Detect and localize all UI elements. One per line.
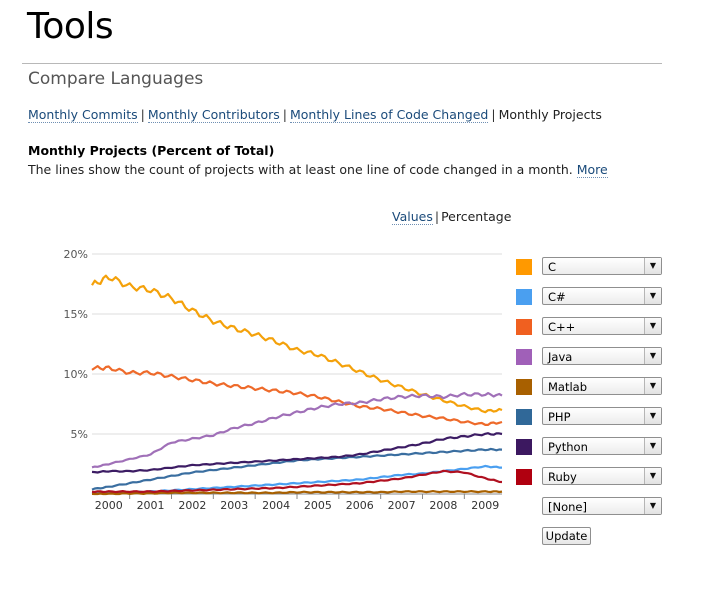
series-line-ruby <box>91 469 503 494</box>
language-select[interactable]: Java ▼ <box>542 347 662 365</box>
subnav: Monthly Commits | Monthly Contributors | Mon… <box>28 107 602 123</box>
page-title: Tools <box>27 6 114 47</box>
legend-swatch <box>516 349 532 365</box>
legend-swatch <box>516 469 532 485</box>
language-select-value: C <box>548 260 557 274</box>
language-select[interactable]: C ▼ <box>542 257 662 275</box>
y-tick-label: 5% <box>71 428 88 441</box>
dropdown-arrow-icon: ▼ <box>644 468 661 484</box>
legend-swatch <box>516 319 532 335</box>
x-tick-label: 2009 <box>471 499 499 512</box>
values-mode-link[interactable]: Values <box>392 209 433 225</box>
dropdown-arrow-icon: ▼ <box>644 378 661 394</box>
x-tick-label: 2003 <box>220 499 248 512</box>
dropdown-arrow-icon: ▼ <box>644 498 661 514</box>
language-select-value: C++ <box>548 320 576 334</box>
language-select-value: Ruby <box>548 470 577 484</box>
legend-swatch <box>516 379 532 395</box>
language-select[interactable]: Matlab ▼ <box>542 377 662 395</box>
language-select[interactable]: Ruby ▼ <box>542 467 662 485</box>
language-select[interactable]: C# ▼ <box>542 287 662 305</box>
y-tick-label: 15% <box>64 308 88 321</box>
chart-description: The lines show the count of projects wit… <box>28 162 608 178</box>
legend-swatch <box>516 259 532 275</box>
chart-description-text: The lines show the count of projects wit… <box>28 162 573 177</box>
subnav-separator: | <box>140 107 145 122</box>
language-select-value: C# <box>548 290 566 304</box>
language-select-value: [None] <box>548 500 587 514</box>
update-button[interactable]: Update <box>542 527 591 545</box>
language-select[interactable]: Python ▼ <box>542 437 662 455</box>
series-line-c <box>91 274 503 414</box>
mode-separator: | <box>434 209 440 224</box>
legend-swatch <box>516 409 532 425</box>
x-tick-label: 2004 <box>262 499 290 512</box>
legend-swatch <box>516 289 532 305</box>
more-link[interactable]: More <box>576 162 608 178</box>
dropdown-arrow-icon: ▼ <box>644 408 661 424</box>
subnav-separator: | <box>491 107 496 122</box>
language-select[interactable]: [None] ▼ <box>542 497 662 515</box>
subnav-separator: | <box>282 107 287 122</box>
x-tick-label: 2006 <box>346 499 374 512</box>
x-tick-label: 2007 <box>388 499 416 512</box>
series-line-python <box>91 432 503 474</box>
x-tick-label: 2008 <box>429 499 457 512</box>
subnav-monthly-contributors[interactable]: Monthly Contributors <box>147 107 280 123</box>
language-select[interactable]: C++ ▼ <box>542 317 662 335</box>
language-select-value: Python <box>548 440 588 454</box>
subnav-monthly-projects-current: Monthly Projects <box>498 107 602 122</box>
language-select-value: Java <box>548 350 573 364</box>
section-title: Compare Languages <box>28 69 204 89</box>
dropdown-arrow-icon: ▼ <box>644 318 661 334</box>
language-select-value: Matlab <box>548 380 588 394</box>
subnav-monthly-lines-of-code-changed[interactable]: Monthly Lines of Code Changed <box>289 107 489 123</box>
series-line-c- <box>91 365 503 426</box>
y-tick-label: 20% <box>64 248 88 261</box>
series-line-java <box>91 391 503 469</box>
language-select[interactable]: PHP ▼ <box>542 407 662 425</box>
subnav-monthly-commits[interactable]: Monthly Commits <box>28 107 138 123</box>
chart-heading: Monthly Projects (Percent of Total) <box>28 143 275 158</box>
dropdown-arrow-icon: ▼ <box>644 438 661 454</box>
x-tick-label: 2002 <box>178 499 206 512</box>
language-select-value: PHP <box>548 410 571 424</box>
x-tick-label: 2000 <box>95 499 123 512</box>
display-mode-toggle: Values | Percentage <box>392 209 512 225</box>
dropdown-arrow-icon: ▼ <box>644 288 661 304</box>
series-line-php <box>91 447 503 491</box>
x-tick-label: 2001 <box>137 499 165 512</box>
y-tick-label: 10% <box>64 368 88 381</box>
percentage-mode-current: Percentage <box>441 209 512 224</box>
dropdown-arrow-icon: ▼ <box>644 258 661 274</box>
x-tick-label: 2005 <box>304 499 332 512</box>
title-divider <box>22 63 662 64</box>
dropdown-arrow-icon: ▼ <box>644 348 661 364</box>
legend-swatch <box>516 439 532 455</box>
series-line-matlab <box>91 490 503 496</box>
